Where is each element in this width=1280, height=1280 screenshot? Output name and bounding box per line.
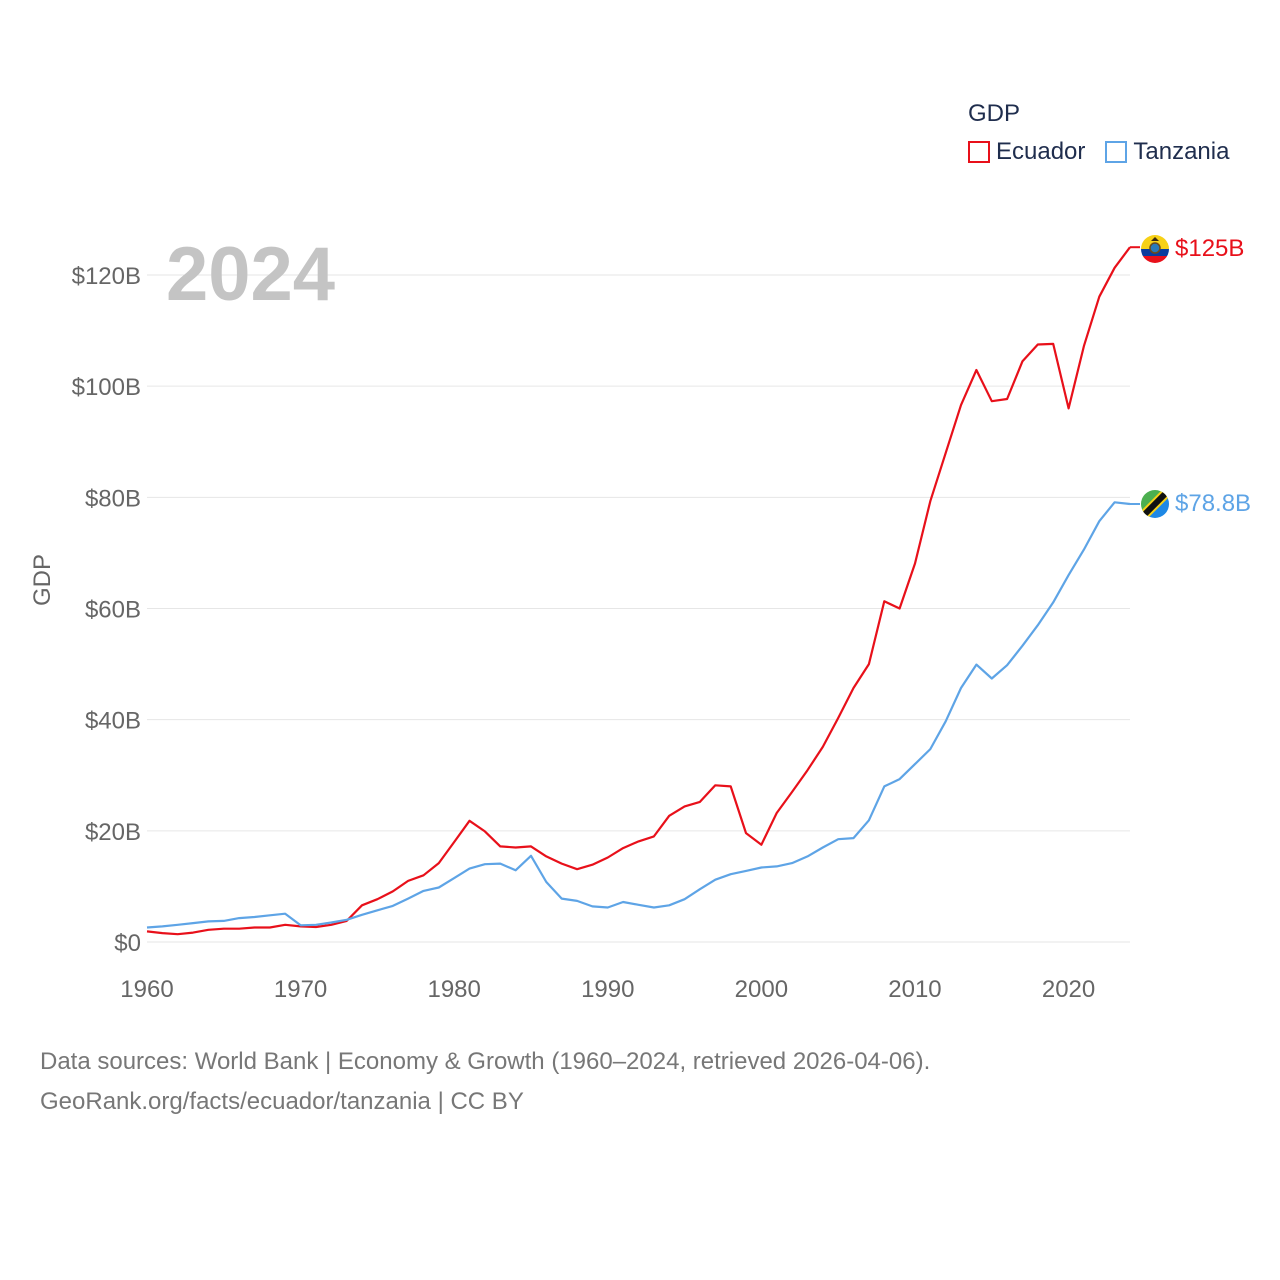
y-tick-label: $60B — [85, 597, 141, 624]
x-tick-label: 2010 — [888, 976, 941, 1003]
x-tick-label: 1960 — [120, 976, 173, 1003]
y-tick-label: $100B — [72, 374, 141, 401]
tanzania-swatch-icon — [1105, 141, 1128, 163]
source-line-1: Data sources: World Bank | Economy & Gro… — [40, 1048, 931, 1075]
series-lines — [146, 246, 1140, 936]
y-axis-label: GDP — [29, 554, 56, 606]
tanzania-end-value: $78.8B — [1175, 490, 1251, 517]
current-year-label: 2024 — [166, 232, 335, 317]
series-line-tanzania — [146, 501, 1131, 929]
x-tick-label: 2020 — [1042, 976, 1095, 1003]
gridlines — [147, 274, 1130, 943]
ecuador-swatch-icon — [968, 141, 990, 163]
y-tick-label: $20B — [85, 819, 141, 846]
ecuador-end-value: $125B — [1175, 235, 1244, 262]
y-tick-label: $0 — [114, 930, 141, 957]
legend: GDP Ecuador Tanzania — [968, 100, 1229, 166]
y-axis-tick-labels: $0 $20B $40B $60B $80B $100B $120B — [72, 263, 141, 957]
series-line-ecuador — [146, 246, 1131, 936]
source-line-2: GeoRank.org/facts/ecuador/tanzania | CC … — [40, 1088, 524, 1115]
legend-label-ecuador: Ecuador — [996, 138, 1086, 165]
x-axis-tick-labels: 1960 1970 1980 1990 2000 2010 2020 — [120, 976, 1095, 1003]
x-tick-label: 2000 — [735, 976, 788, 1003]
series-end-markers: $125B $78.8B — [1141, 235, 1251, 518]
y-tick-label: $120B — [72, 263, 141, 290]
legend-item-tanzania[interactable]: Tanzania — [1105, 138, 1229, 166]
legend-title: GDP — [968, 100, 1021, 127]
data-source-note: Data sources: World Bank | Economy & Gro… — [40, 1042, 930, 1122]
x-tick-label: 1990 — [581, 976, 634, 1003]
y-tick-label: $80B — [85, 485, 141, 512]
tanzania-flag-icon — [1141, 490, 1169, 518]
ecuador-flag-icon — [1141, 235, 1169, 263]
legend-item-ecuador[interactable]: Ecuador — [968, 138, 1085, 166]
x-tick-label: 1980 — [427, 976, 480, 1003]
legend-label-tanzania: Tanzania — [1133, 138, 1230, 165]
y-tick-label: $40B — [85, 708, 141, 735]
x-tick-label: 1970 — [274, 976, 327, 1003]
